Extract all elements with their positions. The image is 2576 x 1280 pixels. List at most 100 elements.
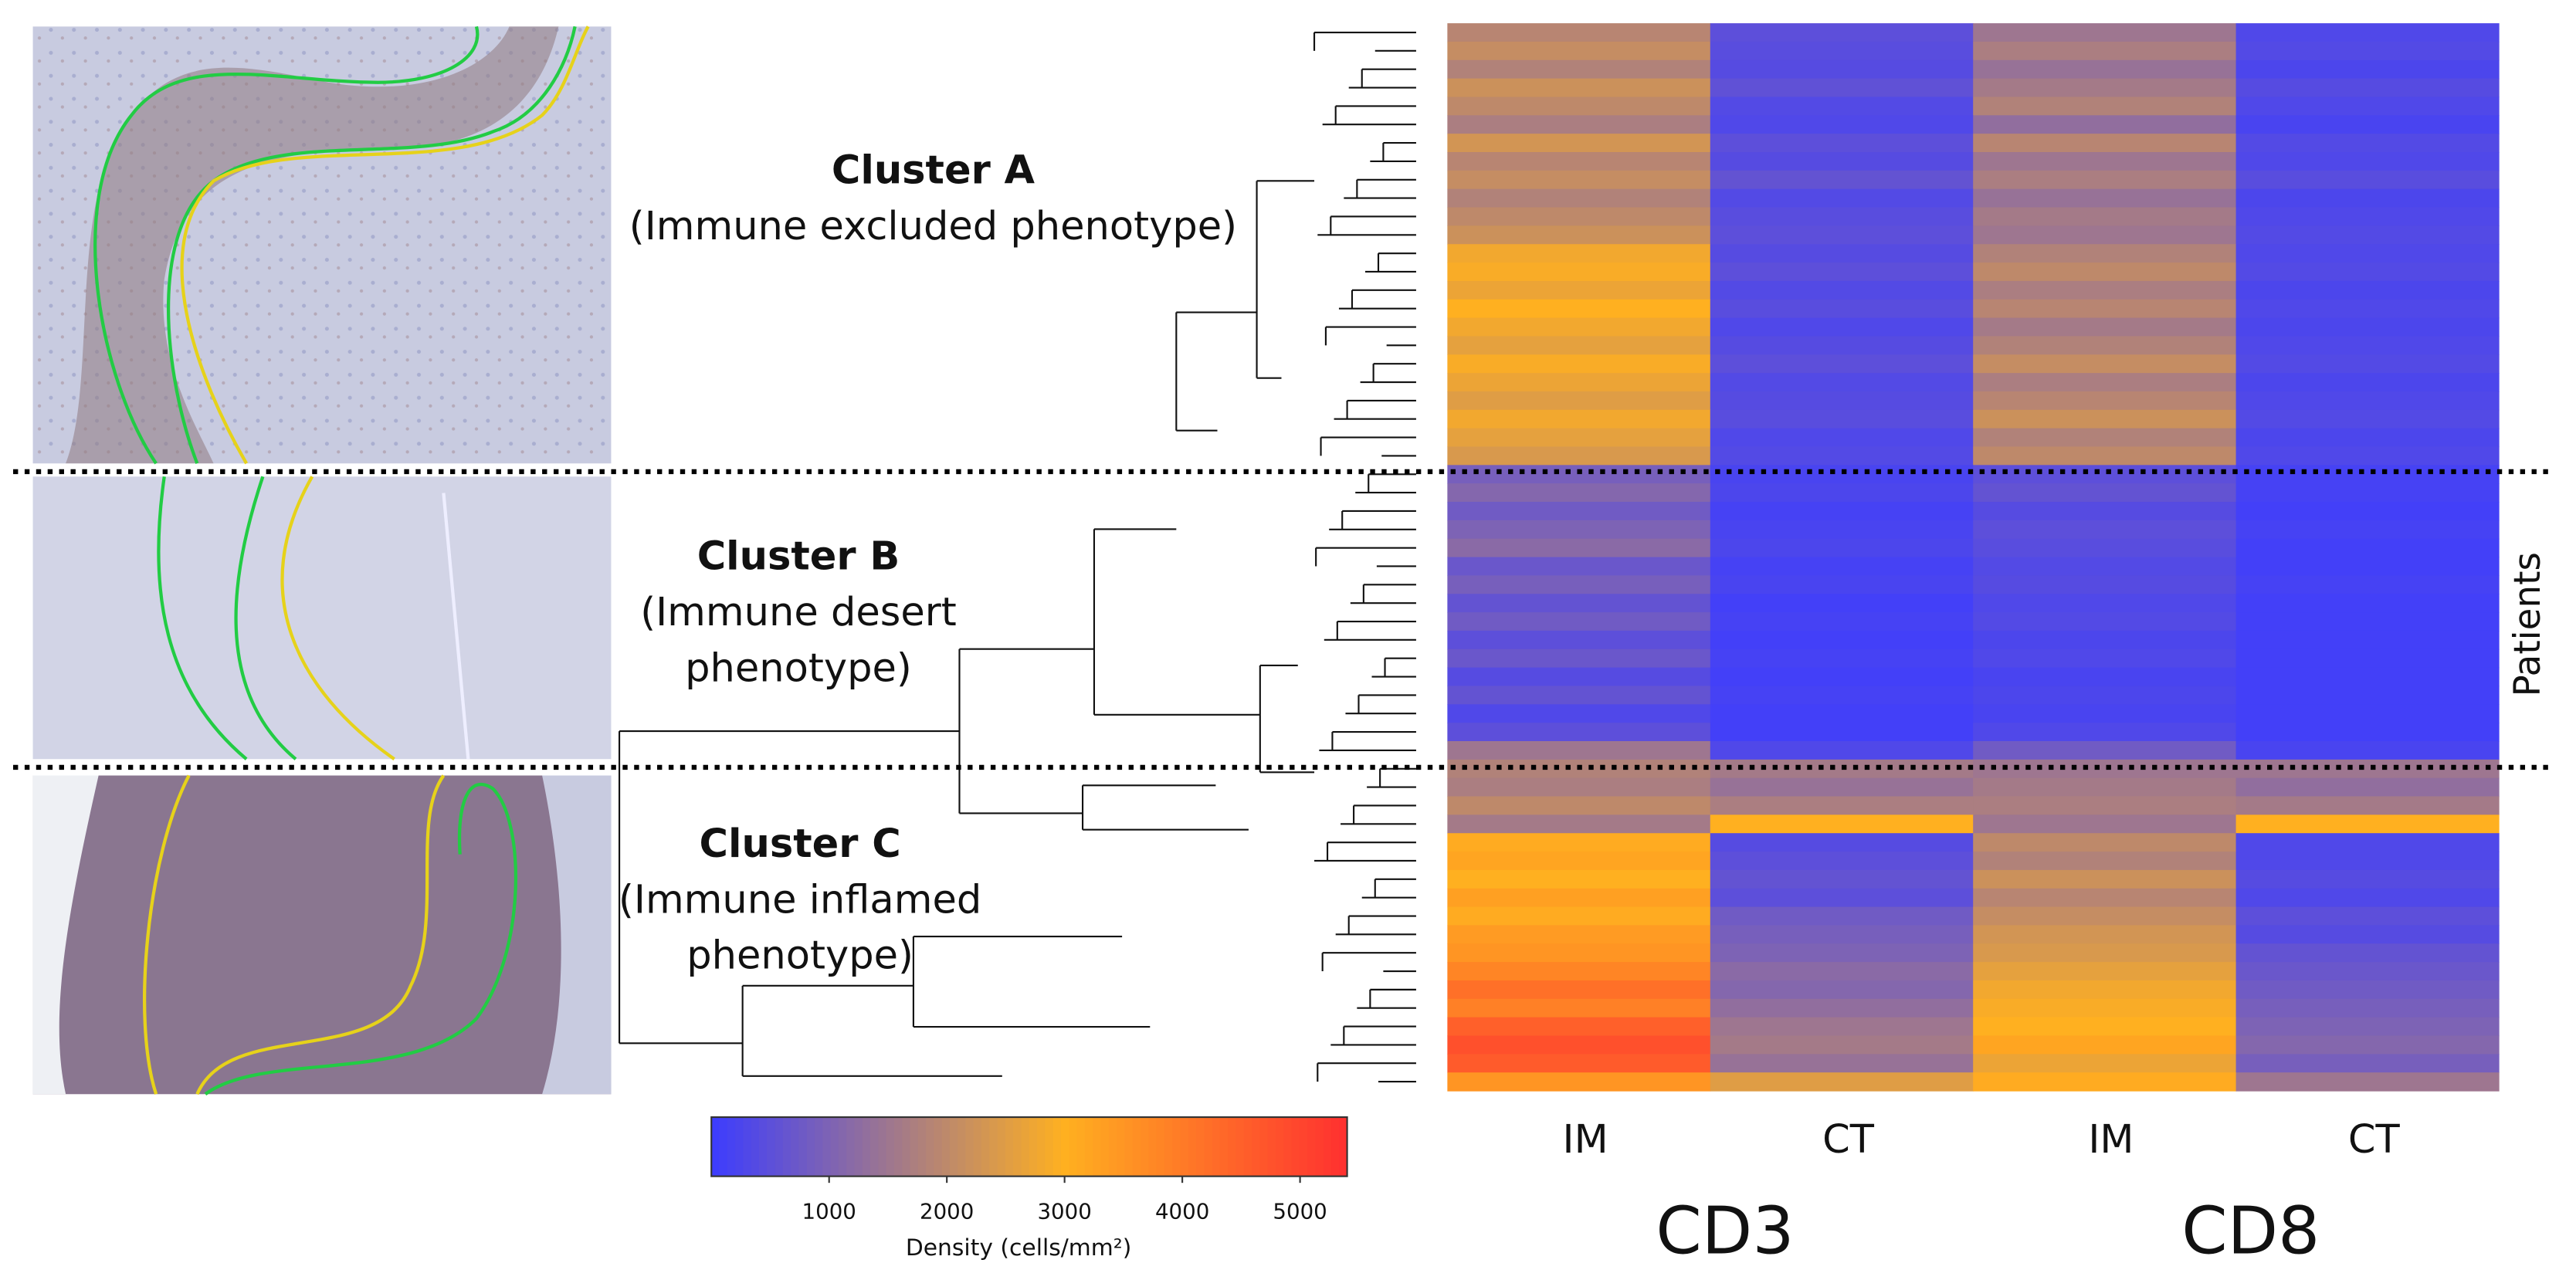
heatmap-cell <box>1973 852 2237 871</box>
heatmap-cell <box>1710 686 1974 705</box>
heatmap-cell <box>1710 152 1974 171</box>
heatmap-cell <box>2235 962 2500 981</box>
heatmap-cell <box>2235 97 2500 116</box>
colorbar-step <box>767 1117 776 1177</box>
heatmap-cell <box>1973 888 2237 908</box>
colorbar-step <box>838 1117 847 1177</box>
heatmap-cell <box>1973 1054 2237 1073</box>
heatmap-cell <box>1710 740 1974 760</box>
colorbar-step <box>973 1117 982 1177</box>
heatmap-cell <box>1973 777 2237 797</box>
heatmap-cell <box>2235 759 2500 779</box>
colorbar-tick-label: 4000 <box>1155 1198 1209 1224</box>
heatmap-cell <box>2235 336 2500 355</box>
heatmap-cell <box>1973 796 2237 816</box>
heatmap-cell <box>1447 1054 1711 1073</box>
colorbar-step <box>774 1117 784 1177</box>
colorbar-step <box>902 1117 911 1177</box>
heatmap-cell <box>1973 575 2237 594</box>
heatmap-cell <box>1447 465 1711 484</box>
colorbar-step <box>711 1117 720 1177</box>
heatmap-cell <box>1447 557 1711 577</box>
colorbar-step <box>1196 1117 1205 1177</box>
colorbar-step <box>1267 1117 1276 1177</box>
colorbar-step <box>941 1117 951 1177</box>
heatmap-cell <box>2235 998 2500 1018</box>
heatmap-cell <box>1710 134 1974 153</box>
heatmap-cell <box>2235 502 2500 521</box>
colorbar-step <box>1076 1117 1086 1177</box>
heatmap-cell <box>1710 225 1974 245</box>
heatmap-cell <box>2235 465 2500 484</box>
colorbar-step <box>1180 1117 1189 1177</box>
heatmap-cell <box>1710 667 1974 687</box>
heatmap-cell <box>1447 704 1711 723</box>
heatmap-cell <box>1710 962 1974 981</box>
colorbar-step <box>917 1117 927 1177</box>
colorbar-step <box>735 1117 744 1177</box>
heatmap-cell <box>1710 299 1974 319</box>
heatmap-cell <box>1447 814 1711 834</box>
cluster-name: Cluster A <box>832 148 1035 194</box>
colorbar-step <box>886 1117 895 1177</box>
heatmap-cell <box>2235 852 2500 871</box>
colorbar-step <box>815 1117 823 1177</box>
colorbar-step <box>1235 1117 1245 1177</box>
heatmap-cell <box>2235 391 2500 411</box>
heatmap-cell <box>1710 906 1974 926</box>
heatmap-cell <box>1973 648 2237 669</box>
colorbar-step <box>1243 1117 1252 1177</box>
heatmap-cell <box>1973 280 2237 300</box>
heatmap-cell <box>1710 502 1974 521</box>
colorbar-step <box>1252 1117 1261 1177</box>
heatmap-cell <box>1710 575 1974 594</box>
heatmap-cell <box>1973 446 2237 466</box>
heatmap-cell <box>2235 373 2500 392</box>
cluster-name: Cluster B <box>697 534 900 580</box>
column-label: CT <box>1822 1117 1875 1163</box>
heatmap-cell <box>2235 280 2500 300</box>
heatmap-cell <box>1447 538 1711 558</box>
colorbar-tick-label: 2000 <box>920 1198 974 1224</box>
heatmap-cell <box>1447 925 1711 944</box>
heatmap-cell <box>1973 502 2237 521</box>
image-b <box>32 476 612 760</box>
cluster-name: Cluster C <box>700 821 901 867</box>
colorbar-step <box>727 1117 736 1177</box>
heatmap-cell <box>2235 594 2500 613</box>
colorbar-step <box>830 1117 839 1177</box>
colorbar-step <box>758 1117 768 1177</box>
heatmap-cell <box>1447 262 1711 282</box>
heatmap-cell <box>2235 888 2500 908</box>
heatmap-cell <box>1973 134 2237 153</box>
heatmap-cell <box>1710 354 1974 374</box>
heatmap-cell <box>1973 59 2237 80</box>
heatmap-cell <box>1447 1072 1711 1092</box>
colorbar-step <box>1204 1117 1213 1177</box>
heatmap-cell <box>2235 906 2500 926</box>
colorbar-step <box>989 1117 998 1177</box>
column-label: IM <box>1563 1117 1608 1163</box>
heatmap-cell <box>1710 852 1974 871</box>
colorbar-step <box>1100 1117 1110 1177</box>
heatmap-cell <box>1710 409 1974 429</box>
colorbar-step <box>934 1117 943 1177</box>
heatmap-cell <box>1710 336 1974 355</box>
dendrogram <box>619 180 1315 1077</box>
heatmap-cell <box>2235 152 2500 171</box>
heatmap-cell <box>1973 244 2237 263</box>
heatmap-cell <box>1447 1017 1711 1037</box>
heatmap-cell <box>1973 759 2237 779</box>
heatmap-cell <box>1973 78 2237 98</box>
row-axis-label: Patients <box>2507 552 2549 696</box>
heatmap-cell <box>1447 225 1711 245</box>
heatmap-cell <box>1447 723 1711 742</box>
heatmap-cell <box>1710 244 1974 263</box>
heatmap-cell <box>2235 1072 2500 1092</box>
heatmap-cell <box>2235 170 2500 190</box>
colorbar-step <box>1307 1117 1317 1177</box>
heatmap-cell <box>1447 998 1711 1018</box>
heatmap-cell <box>1973 869 2237 889</box>
heatmap-cell <box>1710 833 1974 852</box>
colorbar-tick-label: 3000 <box>1037 1198 1091 1224</box>
